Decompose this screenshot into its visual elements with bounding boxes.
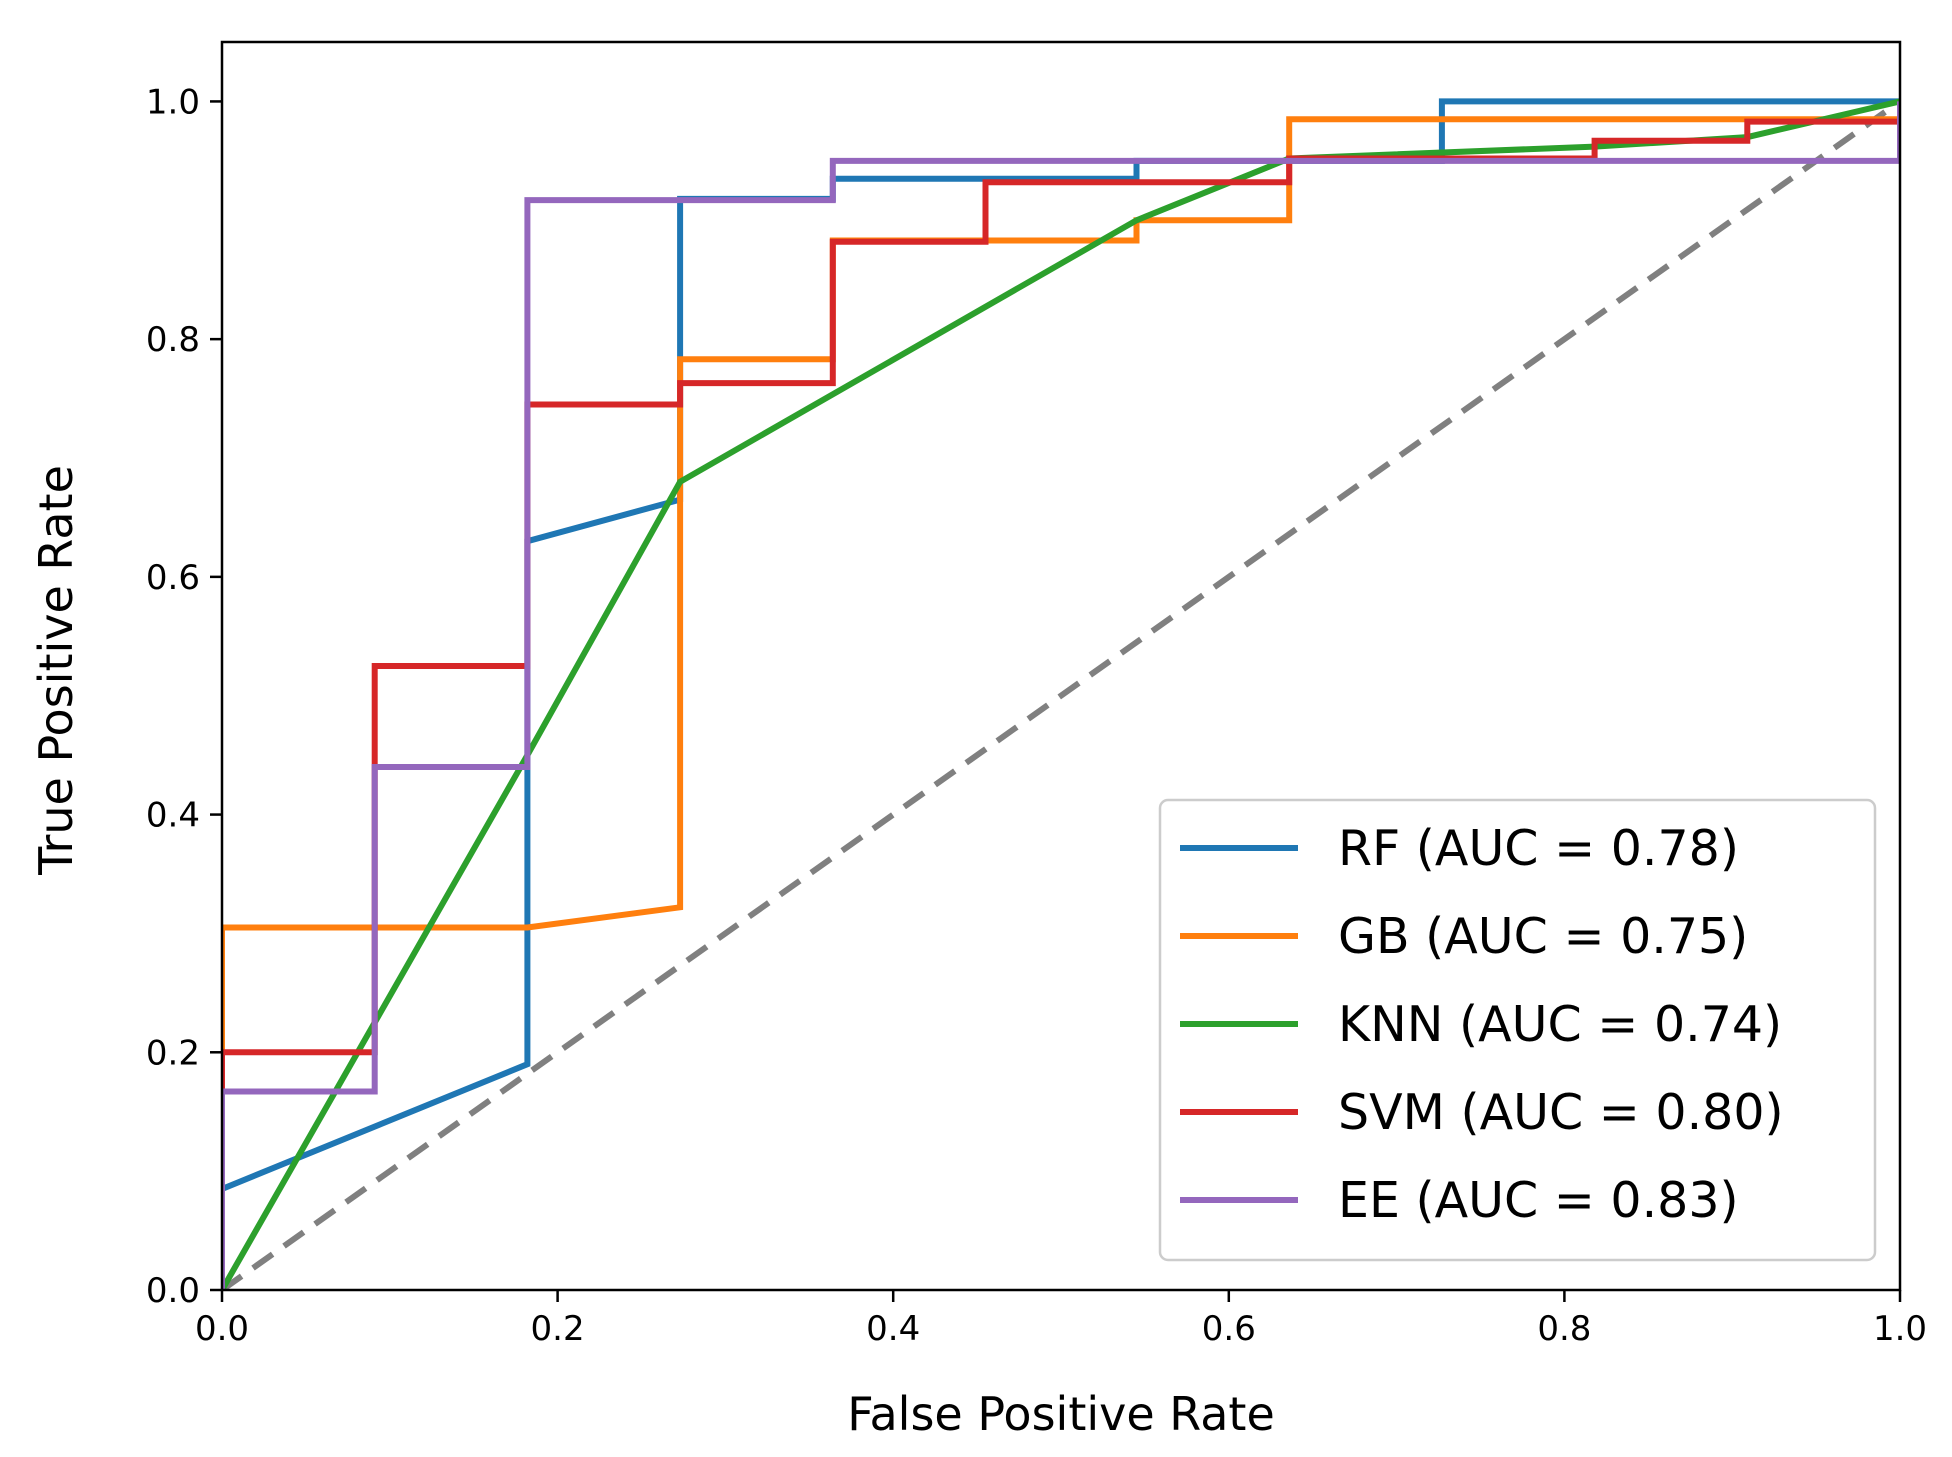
legend-label-4: EE (AUC = 0.83) — [1338, 1172, 1739, 1229]
legend-box — [1158, 798, 1877, 1262]
y-tick-label: 0.8 — [146, 320, 200, 360]
legend-label-1: GB (AUC = 0.75) — [1338, 908, 1748, 965]
x-tick-label: 0.6 — [1202, 1309, 1256, 1349]
plot-area — [222, 98, 1900, 1290]
x-tick-label: 0.4 — [866, 1309, 920, 1349]
series-line-3 — [222, 118, 1900, 1290]
y-axis-title: True Positive Rate — [29, 465, 83, 876]
plot-frame — [220, 40, 1902, 1292]
y-tick-label: 1.0 — [146, 82, 200, 122]
reference-diagonal-line — [222, 98, 1900, 1290]
x-tick-label: 0.2 — [531, 1309, 585, 1349]
x-tick-label: 0.8 — [1537, 1309, 1591, 1349]
series-line-4 — [222, 101, 1900, 1290]
y-tick-label: 0.0 — [146, 1271, 200, 1311]
axes: 0.0 0.2 0.4 0.6 0.8 1.0 0.0 0.2 0.4 0.6 0.8 1.0 — [146, 40, 1927, 1349]
legend-label-0: RF (AUC = 0.78) — [1338, 820, 1739, 877]
x-tick-label: 0.0 — [195, 1309, 249, 1349]
x-tick-label: 1.0 — [1873, 1309, 1927, 1349]
legend-label-2: KNN (AUC = 0.74) — [1338, 996, 1782, 1053]
y-tick-label: 0.6 — [146, 558, 200, 598]
y-tick-label: 0.4 — [146, 796, 200, 836]
legend-label-3: SVM (AUC = 0.80) — [1338, 1084, 1784, 1141]
x-axis-title: False Positive Rate — [847, 1387, 1275, 1441]
legend: RF (AUC = 0.78) GB (AUC = 0.75) KNN (AUC =… — [1158, 798, 1877, 1262]
y-tick-label: 0.2 — [146, 1033, 200, 1073]
